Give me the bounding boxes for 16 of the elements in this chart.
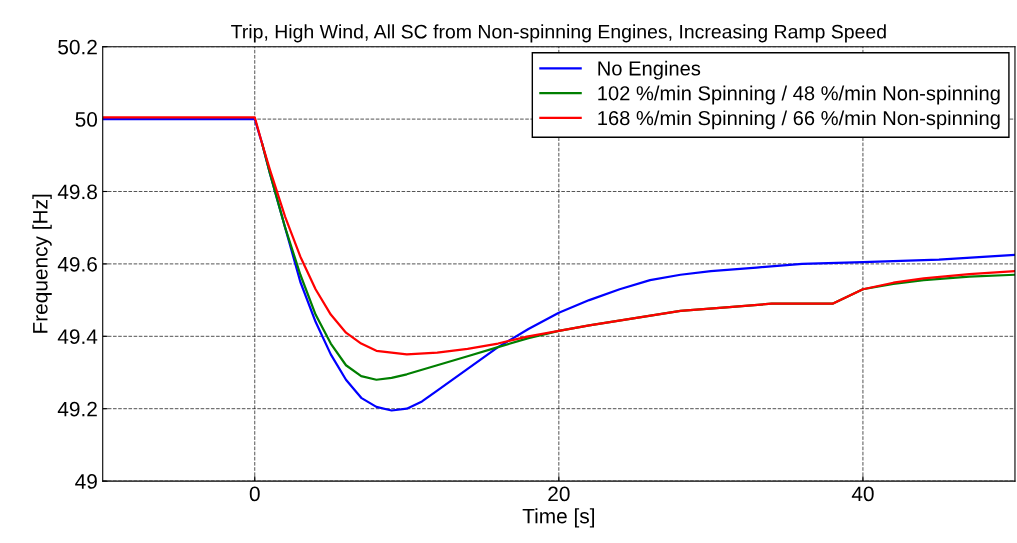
x-tick-label: 40 xyxy=(851,486,874,502)
chart-title: Trip, High Wind, All SC from Non-spinning Engines, Increasing Ramp Speed xyxy=(231,24,886,43)
y-tick-label: 49.6 xyxy=(57,256,97,272)
y-tick-label: 49.8 xyxy=(57,184,97,200)
y-tick-label: 50 xyxy=(75,112,98,127)
legend-label: 102 %/min Spinning / 48 %/min Non-spinning xyxy=(598,85,1000,105)
x-tick-label: 20 xyxy=(548,486,570,502)
legend-label: 168 %/min Spinning / 66 %/min Non-spinning xyxy=(598,110,1000,130)
y-tick-label: 49.2 xyxy=(57,401,97,417)
y-axis-title: Frequency [Hz] xyxy=(32,194,52,333)
legend-label: No Engines xyxy=(598,60,701,80)
y-tick-label: 50.2 xyxy=(58,39,97,55)
y-tick-label: 49 xyxy=(75,474,97,489)
x-axis-title: Time [s] xyxy=(522,508,595,528)
y-tick-label: 49.4 xyxy=(57,329,98,345)
x-tick-label: 0 xyxy=(249,486,260,502)
